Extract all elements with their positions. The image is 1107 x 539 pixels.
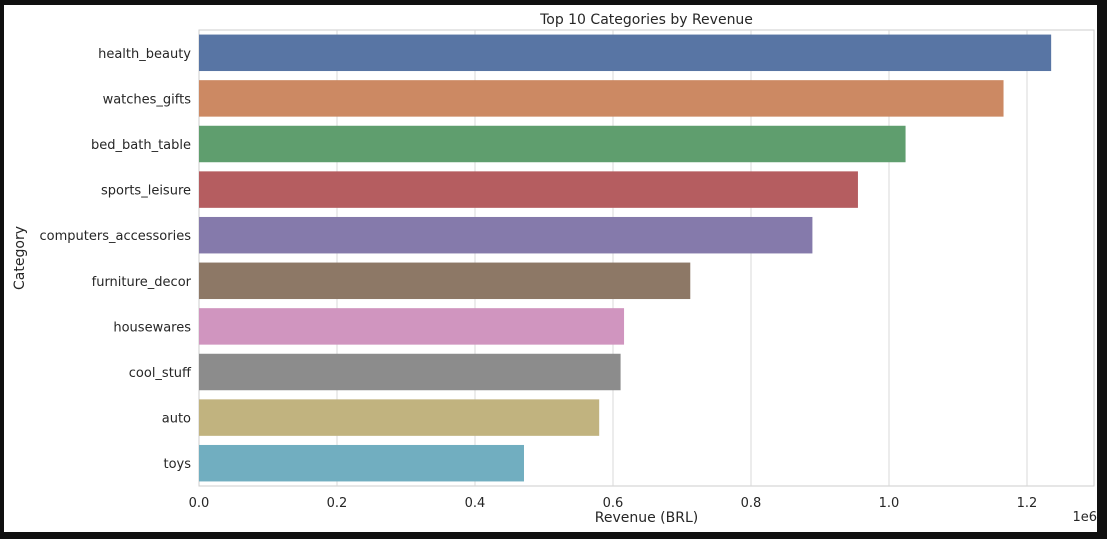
x-tick-label: 0.8	[741, 496, 762, 511]
y-tick-label: bed_bath_table	[91, 138, 191, 153]
bar-bed-bath-table	[199, 125, 906, 163]
bar-auto	[199, 399, 600, 436]
x-tick-label: 1.0	[879, 496, 900, 511]
y-tick-label: auto	[162, 412, 191, 427]
x-tick-label: 0.6	[603, 496, 624, 511]
bar-cool-stuff	[199, 353, 621, 391]
bar-watches-gifts	[199, 80, 1004, 117]
y-tick-label: cool_stuff	[129, 366, 192, 381]
bar-chart: 0.0 0.2 0.4 0.6 0.8 1.0 1.2 health_beautywatch…	[12, 12, 1097, 526]
chart-title: Top 10 Categories by Revenue	[539, 12, 753, 28]
bar-housewares	[199, 308, 625, 345]
x-axis-label: Revenue (BRL)	[595, 510, 698, 526]
y-axis-label: Category	[12, 226, 28, 290]
bar-sports-leisure	[199, 171, 858, 208]
y-tick-label: furniture_decor	[92, 275, 192, 290]
x-tick-label: 1.2	[1017, 496, 1038, 511]
bar-computers-accessories	[199, 216, 813, 254]
y-tick-label: housewares	[113, 320, 191, 335]
y-tick-label: watches_gifts	[103, 92, 192, 107]
bar-toys	[199, 444, 524, 482]
bar-health-beauty	[199, 34, 1052, 72]
bar-furniture-decor	[199, 262, 691, 300]
y-tick-label: toys	[163, 457, 191, 472]
y-tick-label: health_beauty	[98, 47, 191, 62]
x-tick-label: 0.4	[465, 496, 486, 511]
x-tick-label: 0.2	[327, 496, 348, 511]
x-tick-label: 0.0	[189, 496, 210, 511]
x-scale-label: 1e6	[1072, 510, 1097, 525]
y-tick-label: sports_leisure	[101, 184, 191, 199]
y-tick-label: computers_accessories	[40, 229, 192, 244]
